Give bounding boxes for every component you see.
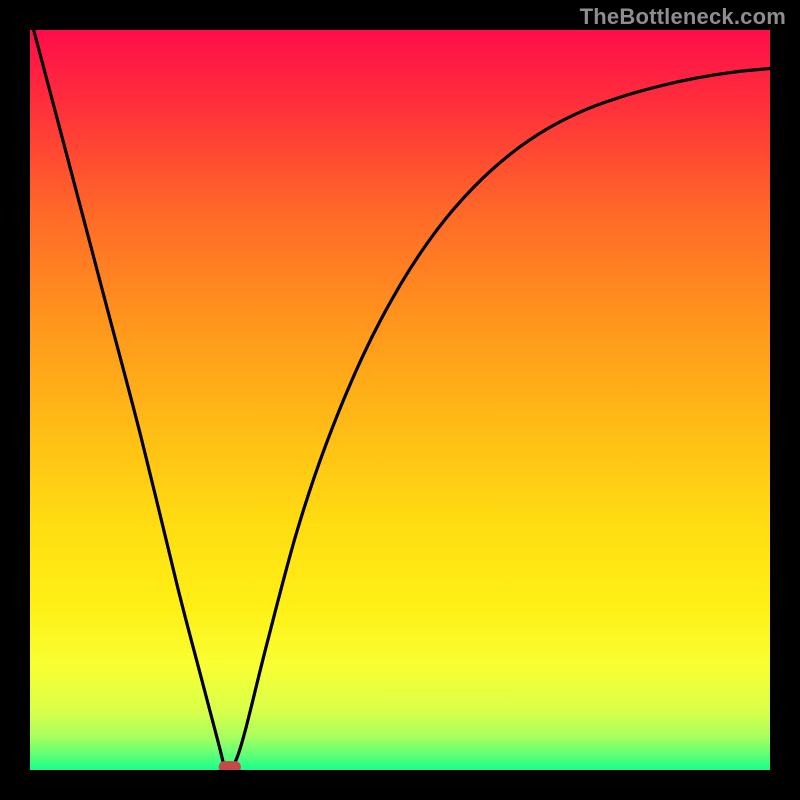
- bottleneck-curve-chart: [30, 30, 770, 770]
- optimum-marker: [219, 761, 241, 770]
- gradient-background: [30, 30, 770, 770]
- plot-area: [30, 30, 770, 770]
- outer-black-frame: TheBottleneck.com: [0, 0, 800, 800]
- source-watermark: TheBottleneck.com: [580, 4, 786, 30]
